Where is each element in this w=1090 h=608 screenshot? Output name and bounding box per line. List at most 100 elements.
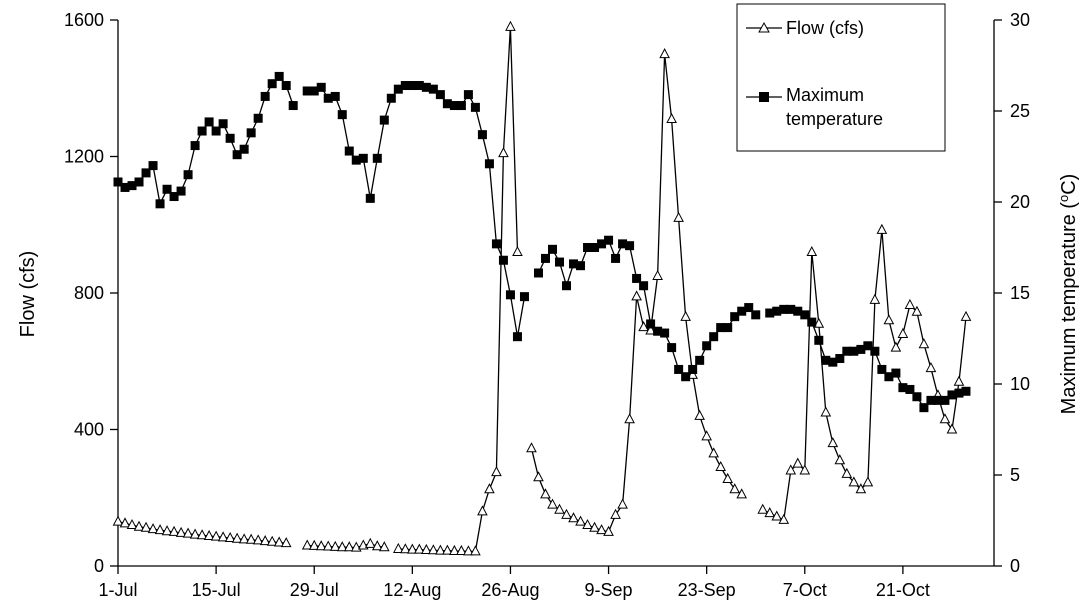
flow-point — [301, 539, 313, 550]
temperature-point — [435, 90, 445, 100]
temperature-point — [344, 146, 354, 156]
temperature-point — [386, 93, 396, 103]
legend-flow-marker — [758, 21, 770, 33]
flow-point — [722, 472, 734, 483]
y2-tick-label: 25 — [1010, 101, 1030, 121]
x-tick-label: 12-Aug — [383, 580, 441, 600]
temperature-point — [113, 177, 123, 187]
y-tick-label: 1600 — [64, 10, 104, 30]
temperature-point — [288, 101, 298, 111]
flow-point — [834, 454, 846, 465]
temperature-point — [316, 82, 326, 92]
temperature-point — [793, 306, 803, 316]
temperature-point — [505, 290, 515, 300]
flow-point — [477, 505, 488, 516]
temperature-point — [225, 133, 235, 143]
temperature-point — [723, 323, 733, 333]
temperature-point — [372, 153, 382, 163]
temperature-point — [309, 86, 319, 96]
temperature-point — [547, 244, 557, 254]
flow-point — [638, 321, 649, 332]
temperature-point — [695, 355, 705, 365]
flow-point — [911, 305, 923, 316]
temperature-point — [330, 91, 340, 101]
flow-point — [280, 537, 292, 548]
flow-point — [960, 310, 972, 321]
flow-point — [343, 541, 355, 552]
y2-tick-label: 15 — [1010, 283, 1030, 303]
flow-point — [666, 112, 677, 123]
flow-line-segment — [762, 229, 967, 521]
temperature-point — [463, 90, 473, 100]
flow-point — [652, 269, 663, 280]
temperature-point — [660, 328, 670, 338]
flow-point — [764, 507, 776, 518]
temperature-point — [814, 335, 824, 345]
temperature-point — [498, 255, 508, 265]
flow-point — [329, 540, 341, 551]
temperature-point — [120, 182, 130, 192]
flow-point — [196, 529, 208, 540]
temperature-point — [148, 161, 158, 171]
flow-point — [946, 423, 958, 434]
temperature-point — [442, 99, 452, 109]
temperature-point — [653, 326, 663, 336]
flow-point — [813, 317, 825, 328]
y-tick-label: 1200 — [64, 147, 104, 167]
temperature-point — [477, 130, 487, 140]
flow-point — [231, 532, 243, 543]
temperature-point — [127, 181, 137, 191]
flow-point — [778, 513, 790, 524]
temperature-point — [632, 273, 642, 283]
flow-point — [470, 545, 481, 556]
flow-point — [315, 540, 327, 551]
flow-point — [491, 466, 502, 477]
flow-point — [771, 510, 783, 521]
temperature-point — [555, 257, 565, 267]
flow-point — [252, 534, 264, 545]
flow-point — [168, 525, 180, 536]
flow-point — [399, 543, 411, 554]
flow-point — [883, 314, 895, 325]
flow-point — [631, 290, 642, 301]
legend-flow-label: Flow (cfs) — [786, 18, 864, 38]
temperature-point — [646, 319, 656, 329]
flow-point — [266, 535, 278, 546]
legend-temp-marker — [759, 92, 769, 102]
flow-point — [484, 483, 495, 494]
flow-point — [687, 368, 698, 379]
temperature-point — [583, 243, 593, 252]
flow-point — [463, 545, 474, 556]
temperature-point — [407, 81, 417, 91]
flow-point — [336, 541, 348, 552]
temperature-point — [842, 346, 852, 356]
temperature-point — [253, 113, 263, 123]
temperature-point — [533, 268, 543, 278]
flow-point — [624, 413, 635, 424]
flow-point — [210, 530, 222, 541]
temperature-point — [491, 239, 501, 249]
temperature-point — [456, 101, 466, 111]
temperature-point — [337, 110, 347, 120]
temperature-point — [905, 384, 915, 394]
temperature-point — [863, 341, 873, 351]
y2-tick-label: 0 — [1010, 556, 1020, 576]
flow-point — [806, 245, 818, 257]
y2-tick-label: 10 — [1010, 374, 1030, 394]
legend: Flow (cfs) Maximum temperature — [736, 3, 946, 152]
temperature-point — [667, 343, 677, 353]
x-tick-label: 9-Sep — [585, 580, 633, 600]
flow-point — [371, 540, 383, 551]
temperature-point — [856, 344, 866, 354]
flow-point — [119, 517, 131, 528]
flow-point — [308, 539, 320, 550]
flow-point — [147, 523, 159, 534]
flow-point — [953, 375, 965, 386]
flow-point — [848, 476, 860, 487]
temperature-point — [358, 153, 368, 163]
temperature-point — [611, 253, 621, 263]
temperature-point — [232, 150, 242, 160]
temperature-point — [625, 241, 635, 251]
temperature-point — [779, 304, 789, 314]
temperature-point — [688, 364, 698, 374]
